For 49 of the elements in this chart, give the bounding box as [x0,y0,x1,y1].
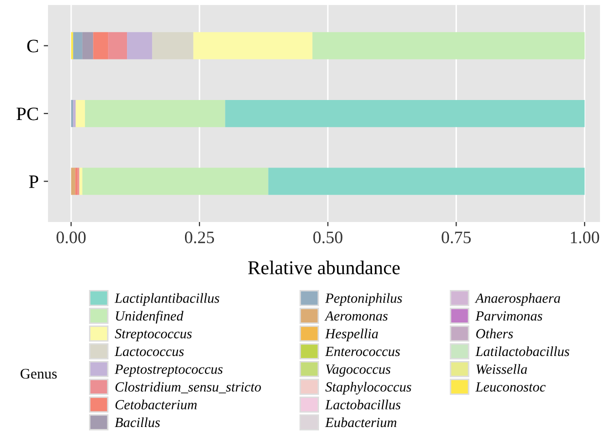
legend-label: Peptostreptococcus [114,364,223,377]
bar [93,32,108,60]
bar [82,168,268,195]
bar [152,32,194,60]
bar [193,32,312,60]
bar [73,100,76,128]
bar [312,32,585,60]
legend-label: Leuconostoc [475,382,546,392]
legend-label: Staphylococcus [325,382,412,394]
x-tick-label: 0.75 [442,232,471,244]
bar [71,168,76,195]
legend-label: Lactobacillus [325,400,400,410]
legend-label: Enterococcus [325,346,400,356]
bar [82,32,94,60]
legend-label: Hespellia [325,328,378,342]
x-tick-label: 0.25 [184,232,214,244]
x-tick-label: 0.00 [56,232,86,244]
bar [79,168,82,195]
legend-label: Eubacterium [325,417,396,428]
y-tick-label: C [27,40,38,52]
x-axis-title: Relative abundance [248,260,400,274]
legend-label: Others [476,328,513,338]
bar [84,100,226,128]
legend-label: Unidenfined [116,310,184,324]
legend-label: Aeromonas [324,311,388,321]
legend-label: Vagococcus [326,364,390,377]
bar [73,32,82,60]
legend-label: Cetobacterium [115,400,197,410]
legend-title: Genus [20,368,57,379]
legend-label: Lactiplantibacillus [114,293,220,306]
legend-label: Parvimonas [475,311,542,321]
x-tick-label: 1.00 [570,232,600,244]
bar [75,168,78,195]
bar [108,32,128,60]
bar [268,168,585,195]
legend-label: Clostridium_sensu_stricto [115,382,261,394]
legend-label: Latilactobacillus [475,346,570,356]
bar [225,100,585,128]
legend-label: Anaerosphaera [474,293,560,306]
x-tick-label: 0.50 [313,232,342,244]
y-tick-label: P [29,176,38,188]
bar [76,100,85,128]
legend-label: Streptococcus [114,329,192,342]
legend-label: Weissella [476,364,527,374]
legend-label: Peptoniphilus [325,293,402,306]
bar [127,32,152,60]
legend-label: Bacillus [114,417,160,428]
legend-label: Lactococcus [114,346,184,356]
y-tick-label: PC [16,108,38,120]
